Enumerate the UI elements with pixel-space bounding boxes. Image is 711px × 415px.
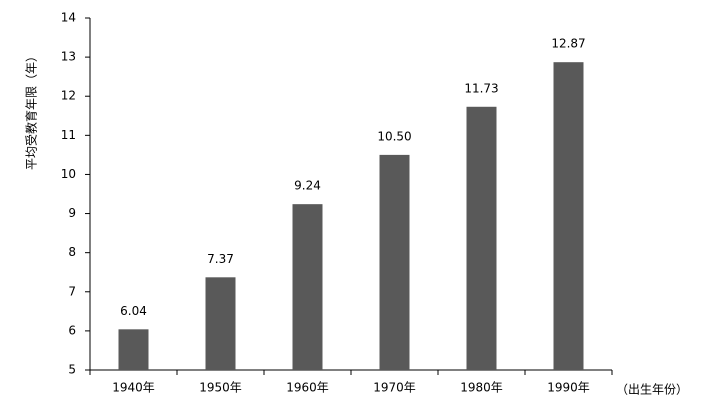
y-tick-label: 13 (61, 50, 76, 64)
bar (466, 106, 497, 370)
value-label: 11.73 (464, 81, 498, 95)
value-label: 7.37 (207, 252, 234, 266)
y-tick-label: 12 (61, 89, 76, 103)
y-tick-label: 5 (68, 363, 76, 377)
bar (205, 277, 236, 370)
x-tick-label: 1970年 (373, 381, 416, 395)
y-tick-label: 6 (68, 323, 76, 337)
x-tick-label: 1990年 (547, 381, 590, 395)
x-tick-label: 1960年 (286, 381, 329, 395)
y-tick-label: 7 (68, 284, 76, 298)
value-label: 10.50 (377, 129, 411, 143)
y-tick-label: 14 (61, 11, 76, 25)
bar (553, 62, 584, 370)
bar (118, 329, 149, 370)
value-label: 12.87 (551, 37, 585, 51)
y-axis-title: 平均受教育年限（年） (24, 50, 39, 170)
y-tick-label: 11 (61, 128, 76, 142)
x-axis-title: （出生年份） (616, 383, 688, 397)
y-tick-label: 8 (68, 245, 76, 259)
value-label: 6.04 (120, 304, 147, 318)
value-label: 9.24 (294, 179, 321, 193)
y-tick-label: 9 (68, 206, 76, 220)
x-tick-label: 1980年 (460, 381, 503, 395)
bar (292, 204, 323, 370)
y-tick-label: 10 (61, 167, 76, 181)
bar (379, 154, 410, 370)
x-tick-label: 1950年 (199, 381, 242, 395)
x-tick-label: 1940年 (112, 381, 155, 395)
